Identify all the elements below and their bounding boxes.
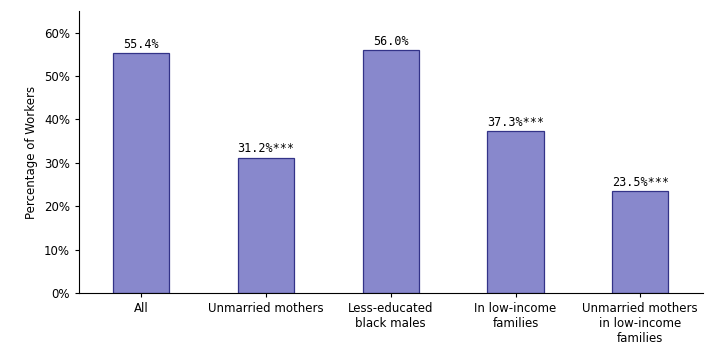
Y-axis label: Percentage of Workers: Percentage of Workers — [26, 85, 39, 219]
Text: 31.2%***: 31.2%*** — [238, 142, 294, 156]
Text: 55.4%: 55.4% — [124, 37, 159, 51]
Bar — [113, 53, 170, 293]
Text: 56.0%: 56.0% — [373, 35, 409, 48]
Text: 23.5%***: 23.5%*** — [611, 176, 669, 189]
Bar — [363, 50, 419, 293]
Bar — [612, 191, 668, 293]
Text: 37.3%***: 37.3%*** — [487, 116, 544, 129]
Bar — [238, 158, 294, 293]
Bar — [488, 131, 543, 293]
